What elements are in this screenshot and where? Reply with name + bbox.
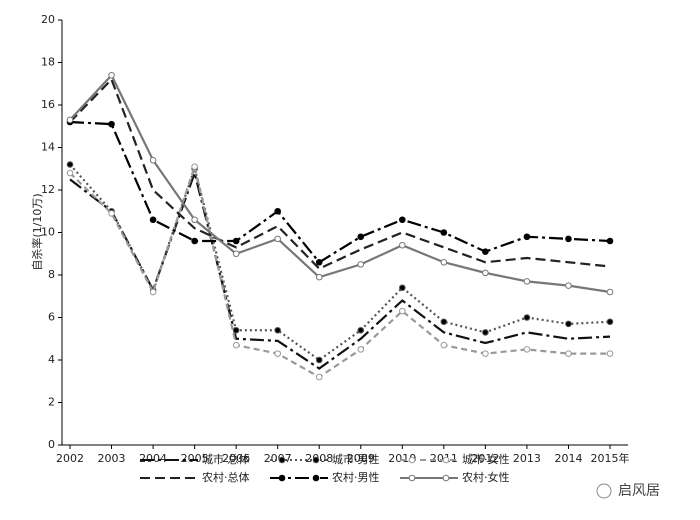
- data-point: [66, 161, 74, 168]
- data-point: [274, 235, 281, 243]
- data-point: [565, 320, 572, 328]
- legend-label: 城市·男性: [332, 452, 380, 466]
- y-tick-label: 0: [48, 438, 55, 451]
- series-line: [69, 163, 611, 362]
- data-point: [440, 318, 448, 326]
- data-point: [232, 341, 240, 349]
- data-point: [108, 210, 115, 217]
- data-point: [232, 326, 240, 334]
- y-tick-label: 16: [41, 98, 55, 111]
- x-tick-label: 2008: [305, 452, 333, 465]
- data-point: [66, 116, 74, 124]
- y-axis-label: 自杀率(1/10万): [30, 193, 44, 270]
- data-point: [440, 229, 448, 236]
- series-line: [69, 120, 611, 264]
- y-tick-label: 8: [48, 268, 55, 281]
- watermark-icon: [596, 483, 612, 499]
- y-tick-label: 6: [48, 311, 55, 324]
- x-tick-label: 2006: [222, 452, 250, 465]
- data-point: [315, 356, 323, 364]
- data-point: [315, 373, 323, 381]
- data-point: [523, 346, 531, 353]
- x-tick-label: 2002: [56, 452, 84, 465]
- watermark-text: 启风居: [618, 483, 660, 499]
- x-tick-label: 2014: [554, 452, 582, 465]
- data-point: [399, 241, 406, 249]
- y-tick-label: 18: [41, 56, 55, 69]
- data-point: [66, 169, 74, 177]
- legend-marker: [408, 456, 416, 464]
- data-point: [606, 288, 614, 296]
- data-point: [315, 273, 323, 281]
- data-point: [191, 163, 198, 170]
- x-tick-label: 2004: [139, 452, 167, 465]
- legend-marker: [442, 456, 450, 464]
- data-point: [357, 326, 365, 334]
- legend-marker: [408, 474, 416, 482]
- data-point: [149, 216, 157, 224]
- legend-label: 农村·总体: [202, 470, 250, 484]
- data-point: [523, 233, 531, 241]
- data-point: [274, 326, 281, 334]
- data-point: [482, 329, 489, 336]
- data-point: [149, 156, 157, 164]
- data-point: [357, 261, 365, 268]
- data-point: [440, 341, 448, 349]
- y-tick-label: 20: [41, 13, 55, 26]
- data-point: [399, 216, 406, 224]
- legend-label: 城市·女性: [462, 452, 510, 466]
- x-tick-label: 2012: [471, 452, 499, 465]
- legend-marker: [312, 474, 320, 482]
- x-tick-label: 2009: [347, 452, 375, 465]
- data-point: [482, 248, 489, 255]
- y-tick-label: 14: [41, 141, 55, 154]
- data-point: [565, 235, 572, 243]
- y-tick-label: 10: [41, 226, 55, 239]
- series-line: [69, 169, 611, 370]
- y-tick-label: 4: [48, 353, 55, 366]
- data-point: [606, 350, 614, 357]
- legend-label: 农村·女性: [462, 470, 510, 484]
- x-tick-label: 2005: [181, 452, 209, 465]
- legend-marker: [278, 474, 286, 482]
- data-point: [399, 284, 406, 292]
- data-point: [108, 120, 115, 128]
- data-point: [232, 237, 240, 245]
- data-point: [565, 282, 572, 289]
- data-point: [399, 307, 406, 315]
- x-tick-label: 2003: [98, 452, 126, 465]
- x-tick-label: 2015年: [591, 451, 630, 465]
- data-point: [274, 207, 281, 215]
- data-point: [108, 71, 115, 79]
- data-point: [191, 237, 198, 245]
- legend-marker: [312, 456, 320, 464]
- y-tick-label: 2: [48, 396, 55, 409]
- x-tick-label: 2007: [264, 452, 292, 465]
- data-point: [606, 237, 614, 245]
- y-tick-label: 12: [41, 183, 55, 196]
- data-point: [523, 314, 531, 321]
- data-point: [357, 233, 365, 241]
- legend-label: 城市·总体: [202, 452, 250, 466]
- legend-marker: [442, 474, 450, 482]
- x-tick-label: 2013: [513, 452, 541, 465]
- data-point: [440, 258, 448, 266]
- data-point: [357, 346, 365, 353]
- legend-label: 农村·男性: [332, 470, 380, 484]
- data-point: [482, 269, 489, 277]
- data-point: [149, 288, 157, 296]
- data-point: [482, 350, 489, 357]
- watermark: 启风居: [596, 483, 660, 499]
- legend-marker: [278, 456, 286, 464]
- data-point: [274, 350, 281, 357]
- data-point: [606, 318, 614, 326]
- series-line: [69, 73, 611, 294]
- data-point: [523, 278, 531, 285]
- data-point: [191, 216, 198, 224]
- data-point: [232, 250, 240, 258]
- series-line: [69, 77, 611, 270]
- data-point: [315, 258, 323, 266]
- data-point: [565, 350, 572, 357]
